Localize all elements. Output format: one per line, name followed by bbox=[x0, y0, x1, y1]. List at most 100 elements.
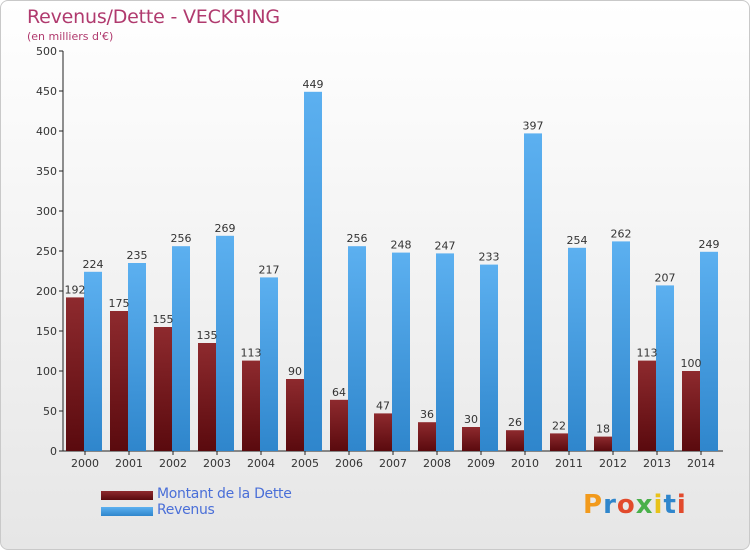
logo-letter: t bbox=[663, 490, 677, 520]
data-label-revenue: 397 bbox=[523, 119, 544, 132]
proxiti-logo: Proxiti bbox=[583, 490, 687, 520]
y-tick-label: 150 bbox=[36, 325, 57, 338]
data-label-debt: 30 bbox=[464, 413, 478, 426]
logo-letter: r bbox=[603, 490, 617, 520]
y-tick-label: 100 bbox=[36, 365, 57, 378]
bar-debt bbox=[374, 413, 392, 451]
y-tick-label: 400 bbox=[36, 125, 57, 138]
bar-debt bbox=[66, 297, 84, 451]
bar-revenue bbox=[304, 91, 322, 452]
bar-debt bbox=[198, 343, 216, 451]
bar-debt bbox=[286, 379, 304, 451]
data-label-revenue: 269 bbox=[215, 222, 236, 235]
data-label-debt: 135 bbox=[197, 329, 218, 342]
x-tick-label: 2000 bbox=[71, 457, 99, 470]
bar-debt bbox=[462, 427, 480, 451]
legend-swatch-revenue bbox=[101, 507, 153, 516]
y-tick-label: 500 bbox=[36, 45, 57, 58]
y-tick-label: 0 bbox=[50, 445, 57, 458]
data-label-revenue: 256 bbox=[347, 232, 368, 245]
data-label-revenue: 256 bbox=[171, 232, 192, 245]
x-tick-label: 2008 bbox=[423, 457, 451, 470]
y-tick-label: 300 bbox=[36, 205, 57, 218]
y-tick-label: 50 bbox=[43, 405, 57, 418]
data-label-revenue: 248 bbox=[391, 239, 412, 252]
x-tick-label: 2002 bbox=[159, 457, 187, 470]
x-tick-label: 2006 bbox=[335, 457, 363, 470]
y-tick-label: 350 bbox=[36, 165, 57, 178]
bar-debt bbox=[550, 433, 568, 451]
data-label-debt: 113 bbox=[637, 347, 658, 360]
bars-group bbox=[66, 91, 718, 452]
data-label-debt: 22 bbox=[552, 419, 566, 432]
bar-revenue bbox=[392, 252, 410, 451]
bar-debt bbox=[154, 327, 172, 451]
x-tick-label: 2009 bbox=[467, 457, 495, 470]
bar-debt bbox=[506, 430, 524, 451]
bar-revenue bbox=[568, 247, 586, 451]
y-tick-label: 250 bbox=[36, 245, 57, 258]
bar-debt bbox=[330, 399, 348, 451]
logo-letter: P bbox=[583, 490, 604, 520]
data-label-revenue: 449 bbox=[303, 78, 324, 91]
data-label-debt: 90 bbox=[288, 365, 302, 378]
data-label-revenue: 233 bbox=[479, 251, 500, 264]
bar-revenue bbox=[700, 251, 718, 451]
data-label-revenue: 217 bbox=[259, 263, 280, 276]
x-tick-label: 2014 bbox=[687, 457, 715, 470]
data-label-debt: 18 bbox=[596, 423, 610, 436]
bar-revenue bbox=[656, 285, 674, 451]
y-tick-label: 450 bbox=[36, 85, 57, 98]
bar-debt bbox=[594, 436, 612, 451]
data-label-debt: 192 bbox=[65, 283, 86, 296]
logo-letter: o bbox=[616, 490, 636, 520]
bar-revenue bbox=[128, 263, 146, 451]
data-label-debt: 26 bbox=[508, 416, 522, 429]
data-label-revenue: 254 bbox=[567, 234, 588, 247]
logo-letter: x bbox=[635, 490, 654, 520]
logo-letter: i bbox=[676, 490, 687, 520]
x-tick-label: 2001 bbox=[115, 457, 143, 470]
x-tick-label: 2011 bbox=[555, 457, 583, 470]
y-tick-label: 200 bbox=[36, 285, 57, 298]
data-label-revenue: 235 bbox=[127, 249, 148, 262]
legend-label-revenue: Revenus bbox=[157, 502, 215, 518]
data-label-debt: 175 bbox=[109, 297, 130, 310]
data-label-debt: 100 bbox=[681, 357, 702, 370]
bar-revenue bbox=[216, 235, 234, 451]
bar-revenue bbox=[436, 253, 454, 451]
bar-debt bbox=[110, 311, 128, 451]
logo-letter: i bbox=[653, 490, 664, 520]
bar-revenue bbox=[172, 246, 190, 451]
data-label-debt: 36 bbox=[420, 408, 434, 421]
data-label-revenue: 224 bbox=[83, 258, 104, 271]
x-tick-label: 2013 bbox=[643, 457, 671, 470]
x-tick-label: 2004 bbox=[247, 457, 275, 470]
legend-label-debt: Montant de la Dette bbox=[157, 486, 292, 502]
x-tick-label: 2007 bbox=[379, 457, 407, 470]
data-label-revenue: 247 bbox=[435, 239, 456, 252]
data-label-debt: 64 bbox=[332, 386, 346, 399]
x-tick-label: 2003 bbox=[203, 457, 231, 470]
bar-revenue bbox=[480, 264, 498, 451]
bar-debt bbox=[242, 360, 260, 451]
bar-revenue bbox=[348, 246, 366, 451]
bar-debt bbox=[418, 422, 436, 451]
bar-revenue bbox=[524, 133, 542, 451]
bar-revenue bbox=[260, 277, 278, 451]
data-label-debt: 113 bbox=[241, 347, 262, 360]
data-label-debt: 47 bbox=[376, 399, 390, 412]
legend-swatch-debt bbox=[101, 491, 153, 500]
data-label-debt: 155 bbox=[153, 313, 174, 326]
x-tick-label: 2005 bbox=[291, 457, 319, 470]
bar-revenue bbox=[84, 271, 102, 451]
bar-debt bbox=[682, 371, 700, 451]
bar-debt bbox=[638, 360, 656, 451]
x-tick-label: 2012 bbox=[599, 457, 627, 470]
chart-subtitle: (en milliers d'€) bbox=[27, 30, 114, 43]
data-label-revenue: 262 bbox=[611, 227, 632, 240]
data-label-revenue: 207 bbox=[655, 271, 676, 284]
x-tick-label: 2010 bbox=[511, 457, 539, 470]
